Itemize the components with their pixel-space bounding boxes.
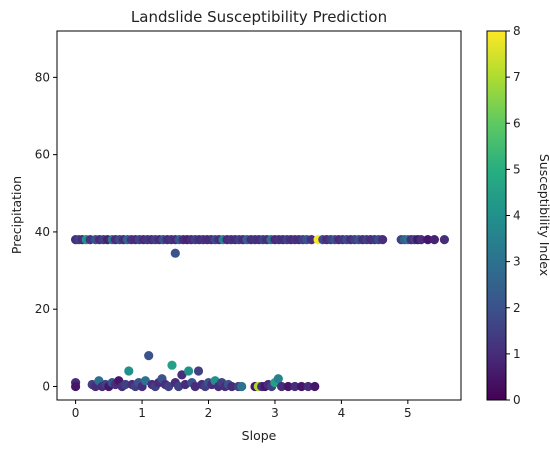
colorbar xyxy=(486,30,507,401)
colorbar-tick-label: 8 xyxy=(513,24,521,38)
scatter-point xyxy=(423,235,433,245)
y-axis-label: Precipitation xyxy=(9,176,24,254)
x-axis: 0 1 2 3 4 5 xyxy=(72,400,412,420)
scatter-point xyxy=(237,381,247,392)
scatter-point xyxy=(303,381,313,392)
scatter-point xyxy=(170,248,180,258)
colorbar-tick-label: 2 xyxy=(513,301,521,315)
scatter-point xyxy=(167,360,177,370)
chart-title: Landslide Susceptibility Prediction xyxy=(131,8,387,26)
scatter-point xyxy=(227,381,237,392)
colorbar-label: Susceptibility Index xyxy=(537,154,550,276)
scatter-point xyxy=(290,381,300,392)
scatter-point xyxy=(416,235,426,245)
y-tick-label: 20 xyxy=(35,302,50,316)
x-tick-label: 0 xyxy=(72,406,80,420)
colorbar-tick-label: 0 xyxy=(513,393,521,407)
scatter-point xyxy=(71,381,81,392)
scatter-point xyxy=(177,370,187,380)
scatter-point xyxy=(378,235,388,245)
plot-area xyxy=(71,235,449,392)
colorbar-tick-label: 7 xyxy=(513,70,521,84)
colorbar-tick-label: 6 xyxy=(513,116,521,130)
y-tick-label: 60 xyxy=(35,148,50,162)
x-tick-label: 2 xyxy=(205,406,213,420)
scatter-point xyxy=(164,381,174,392)
x-tick-label: 3 xyxy=(271,406,279,420)
colorbar-tick-label: 4 xyxy=(513,209,521,223)
scatter-point xyxy=(120,379,130,390)
x-axis-label: Slope xyxy=(242,428,277,443)
scatter-point xyxy=(144,351,154,361)
colorbar-tick-label: 1 xyxy=(513,347,521,361)
x-tick-label: 1 xyxy=(138,406,146,420)
y-tick-label: 40 xyxy=(35,225,50,239)
scatter-point xyxy=(277,381,287,392)
scatter-point xyxy=(429,235,439,245)
scatter-point xyxy=(296,381,307,392)
scatter-point xyxy=(310,381,320,392)
scatter-point xyxy=(193,366,204,376)
y-tick-label: 80 xyxy=(35,70,50,84)
scatter-point xyxy=(439,235,449,245)
colorbar-tick-label: 3 xyxy=(513,255,521,269)
scatter-point xyxy=(124,366,134,376)
scatter-point xyxy=(273,374,283,384)
plot-frame xyxy=(56,30,462,401)
x-tick-label: 5 xyxy=(404,406,412,420)
scatter-point xyxy=(306,235,317,245)
colorbar-tick-label: 5 xyxy=(513,162,521,176)
scatter-point xyxy=(184,366,194,376)
y-tick-label: 0 xyxy=(42,379,50,393)
x-tick-label: 4 xyxy=(338,406,346,420)
y-axis: 0 20 40 60 80 xyxy=(35,70,57,393)
scatter-point xyxy=(283,381,293,392)
colorbar-ticks: 0 1 2 3 4 5 6 7 8 xyxy=(506,24,521,407)
